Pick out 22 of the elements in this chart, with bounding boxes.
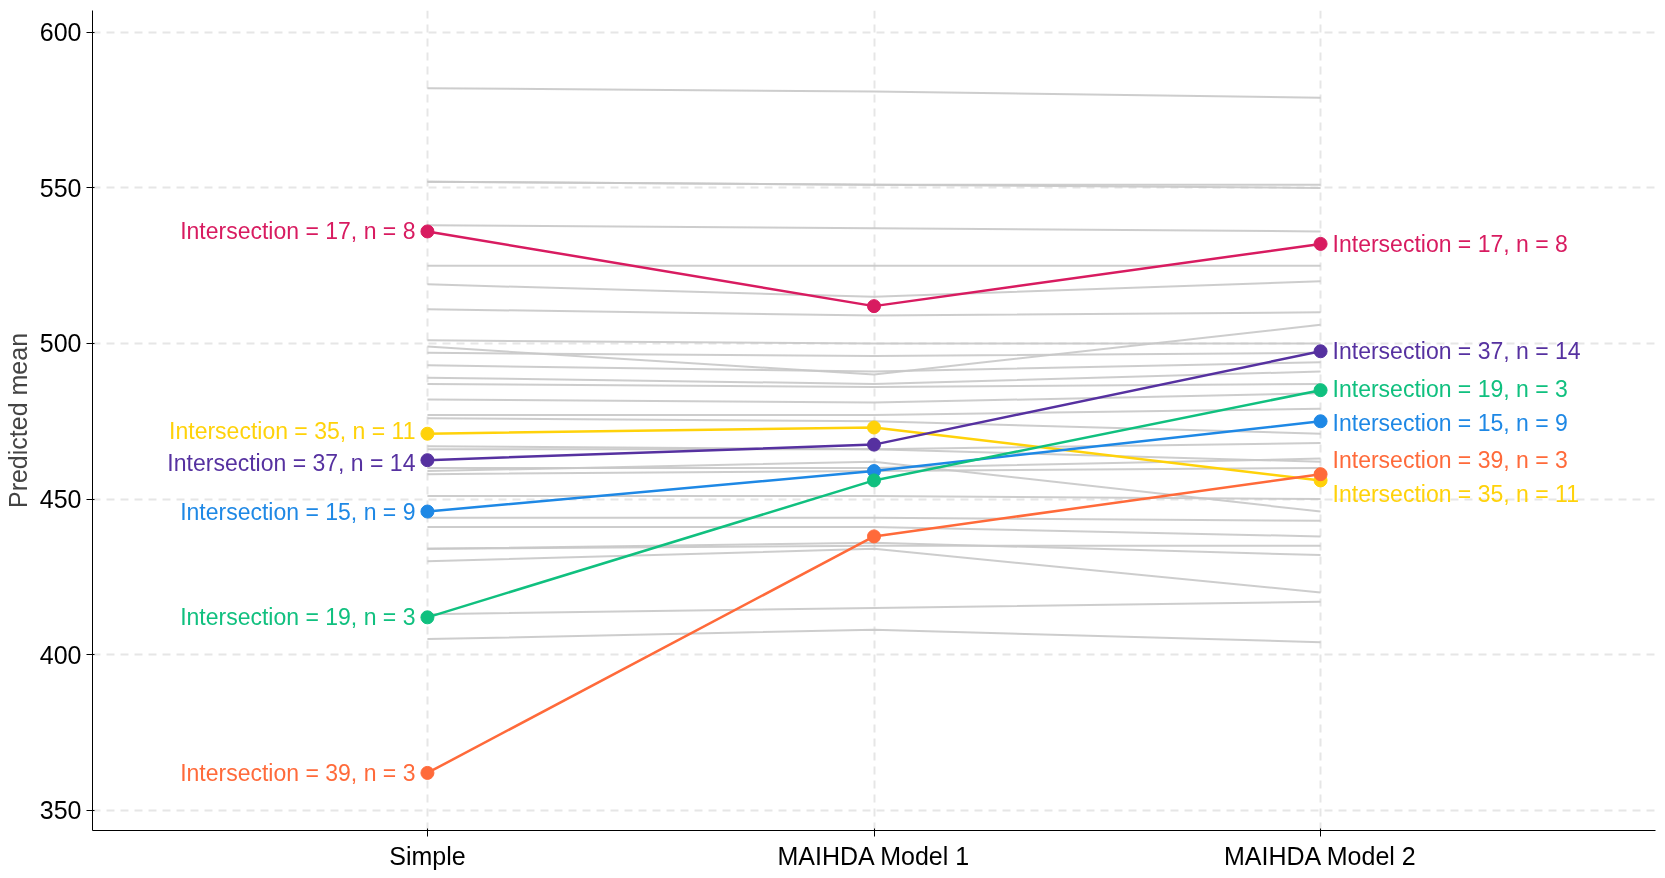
series-label: Intersection = 35, n = 11 [1332,481,1579,508]
y-axis-title: Predicted mean [3,332,32,509]
y-tick-label: 600 [39,18,82,47]
text: Intersection = 19, n = 3 [1332,375,1568,402]
y-tick-label: 550 [39,173,82,202]
text: Intersection = 17, n = 8 [1332,230,1568,257]
y-tick-label: 450 [39,485,82,514]
x-tick-label: MAIHDA Model 2 [1224,841,1416,870]
text: Intersection = 15, n = 9 [1332,409,1568,436]
x-tick-label: Simple [389,841,466,870]
series-label: Intersection = 37, n = 14 [1332,338,1581,365]
text: Intersection = 37, n = 14 [167,449,416,476]
text: Intersection = 39, n = 3 [1332,447,1568,474]
text: Intersection = 35, n = 11 [169,418,416,445]
x-tick-label: MAIHDA Model 1 [777,841,970,870]
y-tick-label: 400 [39,640,82,669]
series-label: Intersection = 39, n = 3 [180,759,416,786]
y-tick-label: 350 [39,796,82,825]
series-label: Intersection = 15, n = 9 [180,498,416,525]
series-label: Intersection = 17, n = 8 [180,218,416,245]
series-label: Intersection = 19, n = 3 [180,604,416,631]
y-tick-label: 500 [39,329,82,358]
